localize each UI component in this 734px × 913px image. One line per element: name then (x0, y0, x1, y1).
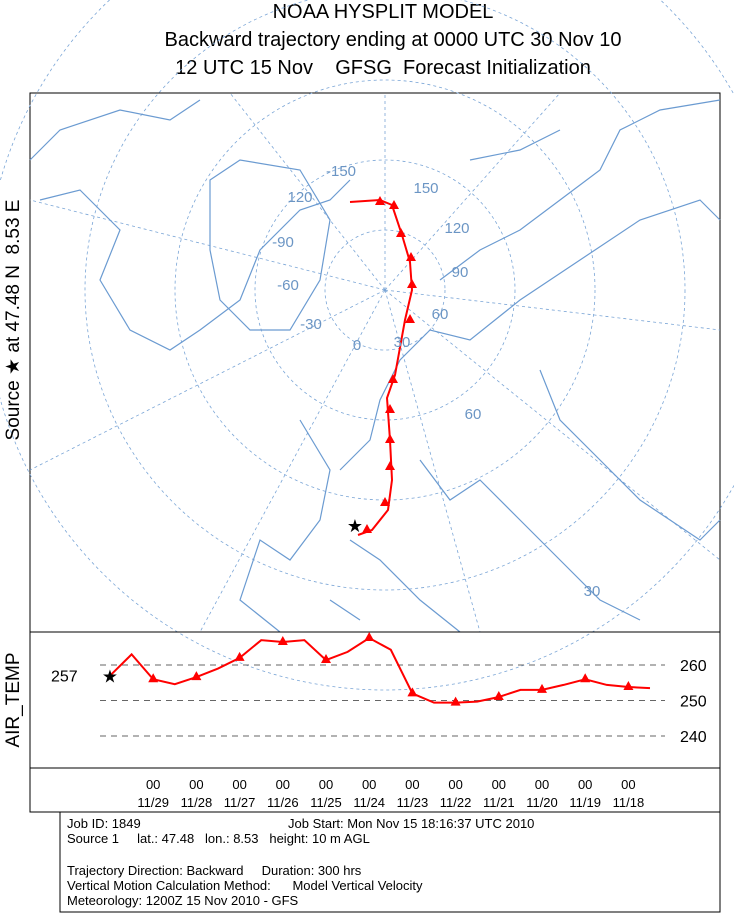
grid-label: -150 (326, 163, 356, 180)
x-tick-label: 11/29 (137, 795, 169, 810)
footer-text: Vertical Motion Calculation Method: Mode… (67, 878, 423, 893)
x-tick-hour: 00 (405, 777, 419, 792)
grid-label: -30 (300, 316, 322, 333)
x-tick-hour: 00 (189, 777, 203, 792)
map-frame (29, 92, 721, 633)
x-tick-hour: 00 (448, 777, 462, 792)
subtitle2: 12 UTC 15 Nov GFSG Forecast Initializati… (175, 57, 591, 79)
y-tick-label: 240 (680, 729, 707, 746)
temp-marker (234, 651, 245, 661)
x-tick-label: 11/25 (310, 795, 342, 810)
chart-frame (29, 631, 721, 769)
temp-marker (580, 673, 591, 683)
source-label: Source ★ at 47.48 N 8.53 E (3, 200, 24, 441)
footer-text: Job ID: 1849 (67, 816, 141, 831)
x-tick-hour: 00 (319, 777, 333, 792)
x-tick-label: 11/27 (224, 795, 256, 810)
x-tick-hour: 00 (232, 777, 246, 792)
svg-text:★: ★ (347, 516, 363, 536)
x-tick-label: 11/21 (483, 795, 515, 810)
grid-label: 60 (465, 406, 482, 423)
x-tick-label: 11/28 (181, 795, 213, 810)
grid-label: -60 (277, 277, 299, 294)
x-tick-label: 11/20 (526, 795, 558, 810)
x-tick-label: 11/26 (267, 795, 299, 810)
temp-marker (407, 687, 418, 697)
y-axis-label: AIR_TEMP (3, 652, 24, 747)
x-tick-label: 11/22 (440, 795, 472, 810)
footer-text: Meteorology: 1200Z 15 Nov 2010 - GFS (67, 893, 299, 908)
x-tick-label: 11/24 (353, 795, 385, 810)
x-tick-label: 11/19 (569, 795, 601, 810)
y-tick-label: 260 (680, 658, 707, 675)
temp-marker (623, 681, 634, 691)
temp-marker (493, 690, 504, 700)
temp-marker (277, 635, 288, 645)
grid-label: 120 (444, 220, 469, 237)
x-tick-label: 11/18 (613, 795, 645, 810)
footer-frame (59, 811, 721, 913)
x-tick-label: 11/23 (397, 795, 429, 810)
subtitle: Backward trajectory ending at 0000 UTC 3… (165, 29, 622, 51)
temp-marker (364, 632, 375, 642)
x-tick-hour: 00 (578, 777, 592, 792)
footer-text: Job Start: Mon Nov 15 18:16:37 UTC 2010 (288, 816, 534, 831)
x-tick-hour: 00 (362, 777, 376, 792)
temp-line (109, 636, 651, 704)
temp-marker (148, 673, 159, 683)
temp-marker (191, 671, 202, 681)
grid-label: 60 (432, 306, 449, 323)
map-layers: ★ (0, 0, 734, 691)
grid-label: 90 (452, 264, 469, 281)
grid-label: 150 (413, 180, 438, 197)
footer-text: Source 1 lat.: 47.48 lon.: 8.53 height: … (67, 831, 370, 846)
grid-label: 30 (584, 583, 601, 600)
temp-marker (321, 654, 331, 664)
start-label: 257 (51, 669, 78, 686)
grid-label: 0 (353, 337, 361, 354)
x-tick-hour: 00 (535, 777, 549, 792)
temp-marker (450, 696, 461, 706)
footer-text: Trajectory Direction: Backward Duration:… (67, 863, 362, 878)
grid-label: -90 (272, 234, 294, 251)
x-tick-hour: 00 (492, 777, 506, 792)
x-tick-hour: 00 (276, 777, 290, 792)
y-tick-label: 250 (680, 694, 707, 711)
title: NOAA HYSPLIT MODEL (273, 1, 494, 23)
x-tick-hour: 00 (146, 777, 160, 792)
grid-label: 30 (394, 334, 411, 351)
start-marker: ★ (102, 667, 118, 687)
x-tick-hour: 00 (621, 777, 635, 792)
temp-marker (537, 683, 547, 693)
grid-label: 120 (287, 189, 312, 206)
